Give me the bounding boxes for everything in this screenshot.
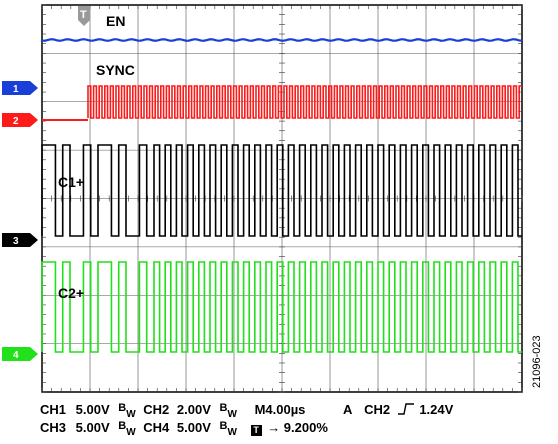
trace-ch3 bbox=[41, 144, 522, 237]
ch3-scale: 5.00V bbox=[75, 420, 110, 435]
trace-ch2 bbox=[87, 85, 522, 119]
channel-marker-2 bbox=[2, 113, 38, 127]
trigger-position: → 9.200% bbox=[267, 420, 328, 435]
label-sync: SYNC bbox=[96, 62, 135, 78]
channel-marker-label-2: 2 bbox=[13, 116, 19, 127]
label-en: EN bbox=[106, 13, 125, 29]
status-line-2: CH3 5.00V BW CH4 5.00V BW T → 9.200% bbox=[40, 420, 328, 438]
channel-marker-label-3: 3 bbox=[13, 236, 19, 247]
label-c1-plus: C1+ bbox=[58, 174, 84, 190]
trace-ch1 bbox=[40, 38, 523, 42]
waveform-traces bbox=[40, 38, 523, 353]
trigger-marker-label: T bbox=[80, 9, 87, 21]
channel-marker-label-1: 1 bbox=[13, 84, 19, 95]
trigger-level: 1.24V bbox=[419, 402, 454, 417]
label-c2-plus: C2+ bbox=[58, 285, 84, 301]
channel-marker-3 bbox=[2, 233, 38, 247]
ch4-scale: 5.00V bbox=[176, 420, 211, 435]
ch2-label: CH2 bbox=[143, 402, 170, 417]
rising-edge-icon bbox=[397, 402, 414, 417]
trigger-marker: T bbox=[78, 6, 90, 26]
ch2-scale: 2.00V bbox=[176, 402, 211, 417]
ch1-label: CH1 bbox=[40, 402, 67, 417]
trigger-source: CH2 bbox=[364, 402, 391, 417]
trigger-marker-shape bbox=[78, 6, 90, 26]
bw3-indicator: BW bbox=[118, 420, 136, 438]
trace-labels: EN SYNC C1+ C2+ bbox=[58, 13, 135, 301]
trigger-mode: A bbox=[343, 402, 353, 417]
status-line-1: CH1 5.00V BW CH2 2.00V BW M4.00µs A CH2 … bbox=[40, 402, 453, 420]
trace-ch4 bbox=[41, 261, 522, 353]
channel-marker-label-4: 4 bbox=[13, 350, 19, 361]
ch3-label: CH3 bbox=[40, 420, 67, 435]
channel-marker-4 bbox=[2, 347, 38, 361]
channel-markers: 1 2 3 4 T bbox=[2, 6, 90, 361]
figure-id: 21096-023 bbox=[531, 335, 543, 388]
channel-marker-1 bbox=[2, 81, 38, 95]
trigger-position-icon: T bbox=[250, 425, 262, 436]
bw4-indicator: BW bbox=[219, 420, 237, 438]
bw1-indicator: BW bbox=[118, 402, 136, 420]
bw2-indicator: BW bbox=[219, 402, 237, 420]
ch4-label: CH4 bbox=[143, 420, 170, 435]
timebase: M4.00µs bbox=[254, 402, 306, 417]
ch1-scale: 5.00V bbox=[75, 402, 110, 417]
